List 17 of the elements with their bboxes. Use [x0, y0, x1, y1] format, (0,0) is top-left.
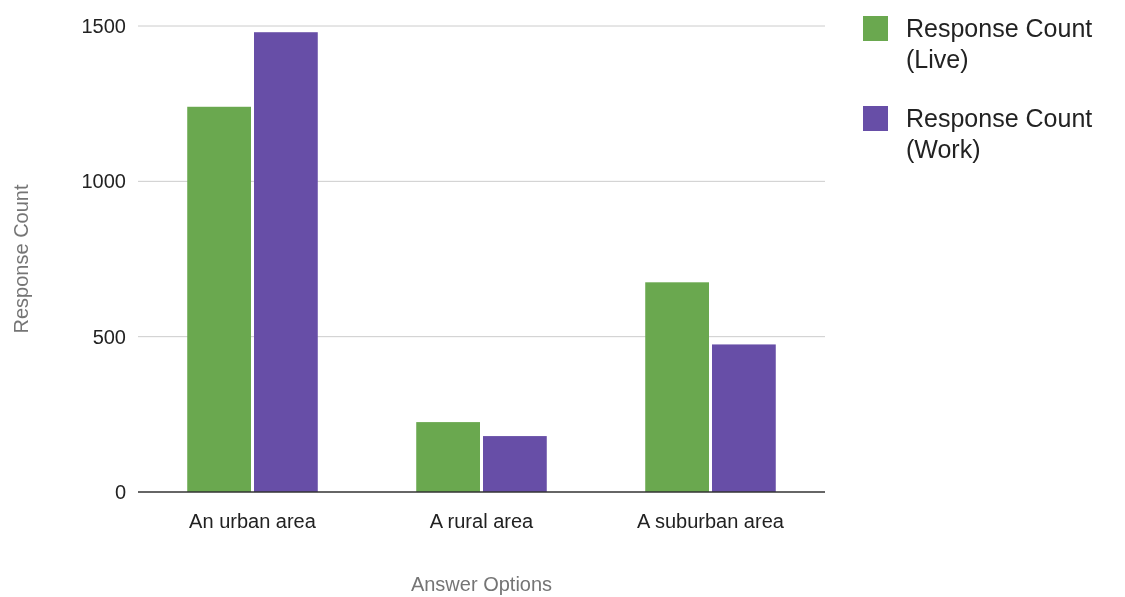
- bar: [254, 32, 318, 492]
- bar: [416, 422, 480, 492]
- x-tick-label: An urban area: [189, 510, 317, 532]
- bar: [645, 282, 709, 492]
- x-tick-label: A rural area: [429, 510, 535, 532]
- y-tick-label: 0: [114, 481, 126, 503]
- y-axis-title: Response Count: [10, 184, 32, 334]
- legend-label: Response Count (Live): [906, 14, 1093, 73]
- bar: [712, 344, 776, 492]
- y-tick-label: 1500: [81, 15, 126, 37]
- bar: [483, 436, 547, 492]
- x-axis-title: Answer Options: [410, 573, 553, 595]
- bar: [187, 106, 251, 492]
- y-tick-label: 1000: [81, 170, 126, 193]
- y-tick-label: 500: [92, 325, 126, 348]
- legend-label: Response Count (Work): [906, 104, 1093, 163]
- x-tick-label: A suburban area: [637, 510, 785, 532]
